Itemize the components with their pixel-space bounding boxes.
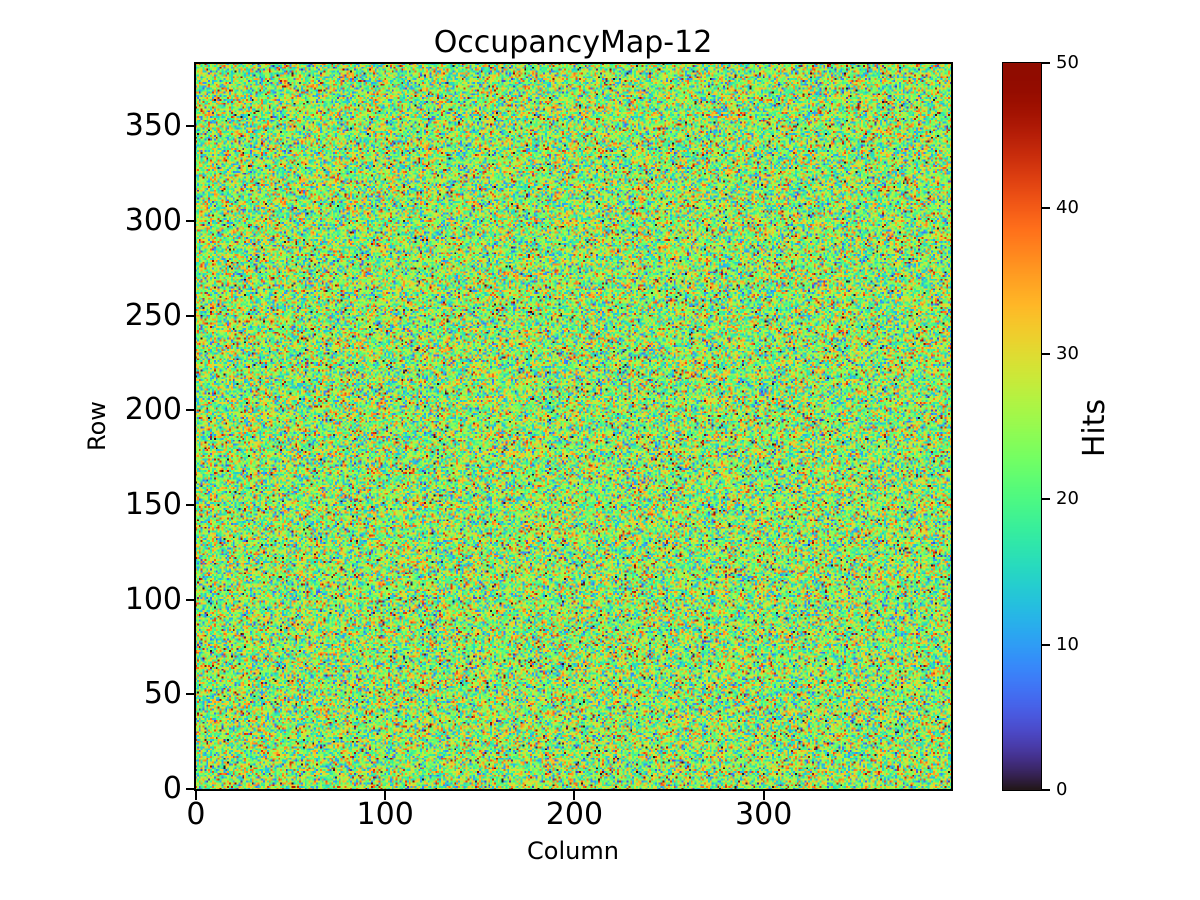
y-tick-mark bbox=[186, 125, 195, 128]
y-tick-mark bbox=[186, 314, 195, 317]
colorbar-label: Hits bbox=[1077, 398, 1112, 458]
y-tick-label: 250 bbox=[124, 297, 182, 333]
y-tick-mark bbox=[186, 788, 195, 791]
colorbar-tick-label: 20 bbox=[1056, 488, 1079, 510]
colorbar-tick-mark bbox=[1042, 352, 1050, 355]
y-tick-label: 150 bbox=[124, 487, 182, 523]
x-tick-mark bbox=[573, 791, 576, 800]
x-tick-label: 300 bbox=[735, 797, 793, 832]
colorbar-tick-mark bbox=[1042, 62, 1050, 64]
y-tick-label: 200 bbox=[124, 392, 182, 428]
y-tick-label: 100 bbox=[124, 581, 182, 617]
y-tick-mark bbox=[186, 693, 195, 696]
colorbar-tick-label: 40 bbox=[1056, 197, 1079, 219]
colorbar-tick-mark bbox=[1042, 789, 1050, 791]
colorbar-tick-label: 50 bbox=[1056, 52, 1079, 73]
colorbar-tick-label: 10 bbox=[1056, 633, 1079, 655]
y-tick-label: 50 bbox=[143, 676, 182, 712]
colorbar-tick-label: 30 bbox=[1056, 342, 1079, 364]
x-tick-mark bbox=[384, 791, 387, 800]
y-tick-mark bbox=[186, 504, 195, 507]
y-axis-label: Row bbox=[83, 401, 111, 451]
colorbar-tick-mark bbox=[1042, 643, 1050, 646]
heatmap-image bbox=[195, 63, 952, 790]
colorbar-tick-mark bbox=[1042, 498, 1050, 501]
colorbar-tick-label: 0 bbox=[1056, 779, 1068, 800]
y-tick-label: 300 bbox=[124, 203, 182, 239]
x-tick-label: 100 bbox=[356, 797, 414, 832]
x-tick-mark bbox=[762, 791, 765, 800]
y-tick-label: 350 bbox=[124, 108, 182, 144]
x-axis-label: Column bbox=[527, 837, 619, 865]
y-tick-label: 0 bbox=[162, 771, 182, 807]
y-tick-mark bbox=[186, 598, 195, 601]
chart-title: OccupancyMap-12 bbox=[433, 25, 713, 60]
y-tick-mark bbox=[186, 409, 195, 412]
x-tick-mark bbox=[194, 791, 197, 800]
x-tick-label: 200 bbox=[545, 797, 604, 832]
colorbar-tick-mark bbox=[1042, 207, 1050, 210]
colorbar-gradient bbox=[1003, 63, 1041, 790]
y-tick-mark bbox=[186, 220, 195, 223]
x-tick-label: 0 bbox=[186, 797, 206, 832]
